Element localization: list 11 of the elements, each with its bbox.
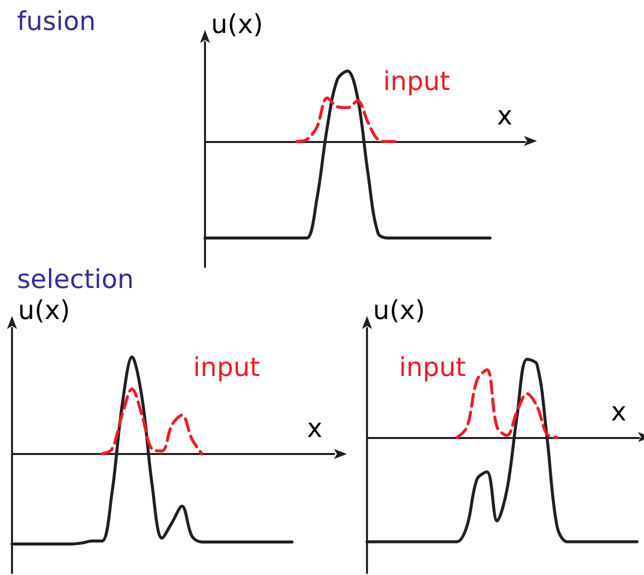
- chart-title: selection: [17, 265, 134, 295]
- y-axis-title: u(x): [373, 296, 426, 326]
- series-label: input: [399, 353, 466, 383]
- series-label: input: [193, 353, 260, 383]
- series-label: input: [383, 67, 450, 97]
- y-axis-title: u(x): [18, 296, 70, 326]
- x-axis-title: x: [611, 397, 626, 428]
- x-axis-title: x: [497, 101, 512, 132]
- x-axis-title: x: [307, 414, 322, 444]
- y-axis-title: u(x): [211, 10, 264, 40]
- chart-title: fusion: [17, 7, 96, 37]
